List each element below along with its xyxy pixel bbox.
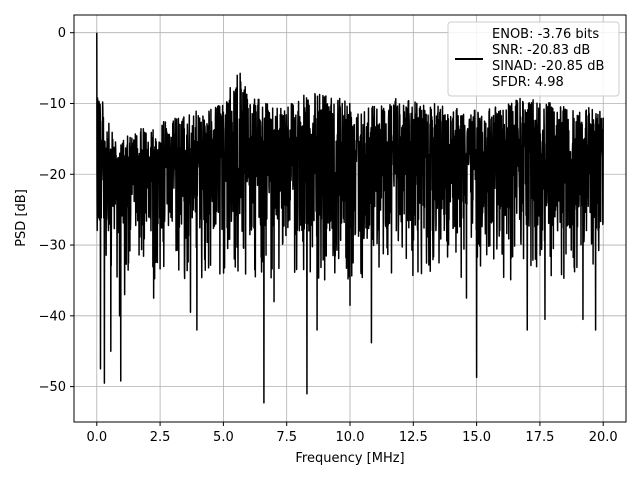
x-tick-label: 10.0 bbox=[336, 430, 365, 445]
legend-line-1: ENOB: -3.76 bits bbox=[492, 27, 599, 42]
y-tick-label: 0 bbox=[58, 26, 66, 41]
x-tick-label: 20.0 bbox=[589, 430, 618, 445]
plot-area bbox=[96, 32, 604, 404]
legend-box bbox=[447, 21, 620, 97]
y-tick-label: −10 bbox=[39, 97, 66, 112]
legend-line-2: SNR: -20.83 dB bbox=[492, 43, 590, 58]
legend: ENOB: -3.76 bits SNR: -20.83 dB SINAD: -… bbox=[447, 21, 620, 97]
x-tick-label: 17.5 bbox=[525, 430, 554, 445]
legend-line-3: SINAD: -20.85 dB bbox=[492, 59, 604, 74]
x-tick-label: 15.0 bbox=[462, 430, 491, 445]
y-tick-label: −40 bbox=[39, 309, 66, 324]
y-tick-label: −50 bbox=[39, 380, 66, 395]
x-tick-label: 12.5 bbox=[399, 430, 428, 445]
y-axis-label: PSD [dB] bbox=[14, 189, 29, 247]
y-tick-label: −30 bbox=[39, 239, 66, 254]
x-tick-label: 5.0 bbox=[213, 430, 234, 445]
y-axis-ticks: 0 −10 −20 −30 −40 −50 bbox=[39, 26, 74, 395]
legend-line-4: SFDR: 4.98 bbox=[492, 75, 564, 90]
x-axis-label: Frequency [MHz] bbox=[295, 451, 404, 466]
x-axis-ticks: 0.0 2.5 5.0 7.5 10.0 12.5 15.0 17.5 20.0 bbox=[86, 422, 618, 445]
x-tick-label: 2.5 bbox=[150, 430, 171, 445]
psd-series-line bbox=[96, 32, 604, 404]
x-tick-label: 0.0 bbox=[86, 430, 107, 445]
y-tick-label: −20 bbox=[39, 168, 66, 183]
x-tick-label: 7.5 bbox=[276, 430, 297, 445]
